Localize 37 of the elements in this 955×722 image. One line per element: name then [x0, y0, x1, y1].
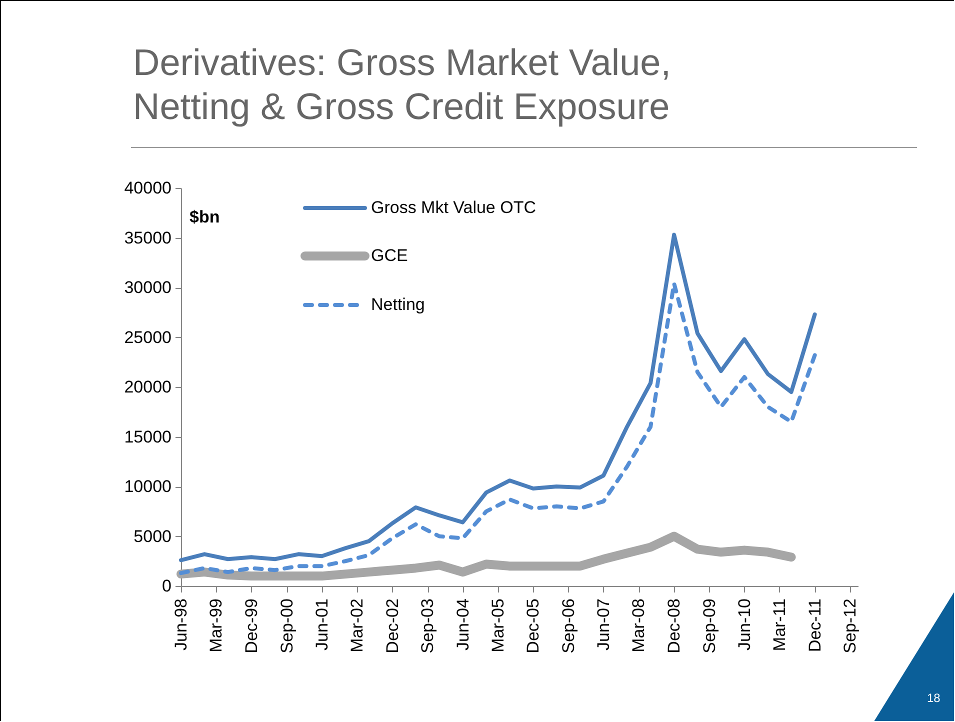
x-tick-label: Mar-11: [770, 598, 789, 652]
line-series: [179, 232, 817, 562]
x-tick-label: Sep-06: [558, 598, 578, 654]
y-tick-label: 15000: [124, 427, 172, 446]
y-tick-label: 35000: [124, 228, 172, 248]
line-series: [179, 282, 817, 576]
y-tick-label: 5000: [134, 526, 172, 546]
x-tick-label: Dec-08: [664, 598, 684, 654]
y-axis-title: $bn: [190, 208, 220, 226]
y-tick-label: 0: [162, 576, 172, 596]
text: 18: [927, 691, 940, 705]
y-tick-label: 20000: [124, 378, 172, 396]
x-tick-label: Mar-05: [488, 598, 508, 652]
x-tick-label: Dec-02: [382, 598, 402, 654]
x-tick-label: Sep-12: [840, 598, 860, 654]
y-tick-label: 25000: [124, 328, 172, 347]
x-tick-label: Jun-01: [312, 598, 332, 650]
x-tick-label: Dec-99: [242, 598, 261, 654]
legend-label: Gross Mkt Value OTC: [371, 198, 536, 217]
y-tick-label: 30000: [124, 278, 172, 297]
y-tick-label: 10000: [124, 477, 172, 496]
x-tick-label: Mar-02: [347, 598, 366, 652]
x-tick-label: Mar-99: [206, 598, 226, 652]
x-tick-label: Jun-98: [172, 598, 190, 650]
x-tick-label: Dec-11: [805, 598, 824, 652]
x-tick-label: Dec-05: [524, 598, 543, 654]
y-tick-label: 40000: [124, 178, 172, 198]
x-tick-label: Sep-09: [700, 598, 719, 654]
x-tick-label: Mar-08: [629, 598, 648, 652]
x-tick-label: Jun-07: [594, 598, 613, 650]
chart-title: Derivatives: Gross Market Value, Netting & Gross Credit Exposure: [133, 41, 672, 129]
x-tick-label: Sep-03: [418, 598, 438, 654]
x-tick-label: Sep-00: [277, 598, 296, 654]
x-tick-label: Jun-04: [453, 598, 472, 650]
x-tick-label: Jun-10: [734, 598, 754, 650]
legend-label: Netting: [371, 295, 425, 314]
legend-label: GCE: [371, 246, 408, 265]
